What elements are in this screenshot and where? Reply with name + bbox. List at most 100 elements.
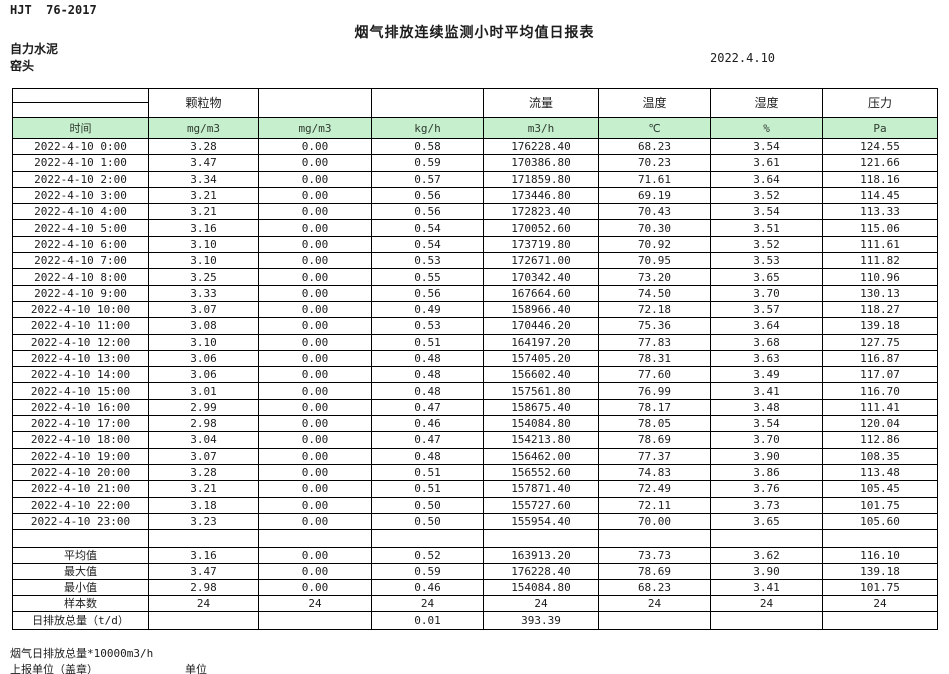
table-row: 2022-4-10 19:00 3.07 0.00 0.48 156462.00 77.3…	[12, 447, 938, 465]
value-cell: 0.51	[371, 463, 484, 482]
value-cell: 3.47	[148, 154, 259, 172]
value-cell: 3.61	[710, 154, 823, 172]
value-cell: 139.18	[822, 317, 938, 335]
value-cell: 74.50	[598, 284, 711, 302]
value-cell: 3.21	[148, 203, 259, 221]
value-cell: 112.86	[822, 431, 938, 449]
unit-percent: %	[710, 117, 823, 139]
time-cell: 2022-4-10 10:00	[12, 300, 149, 319]
value-cell: 70.23	[598, 154, 711, 172]
value-cell: 108.35	[822, 447, 938, 465]
value-cell: 24	[822, 595, 938, 613]
value-cell: 3.54	[710, 203, 823, 221]
value-cell: 3.33	[148, 284, 259, 302]
table-row: 2022-4-10 15:00 3.01 0.00 0.48 157561.80 76.9…	[12, 382, 938, 400]
table-row: 最小值 2.98 0.00 0.46 154084.80 68.23 3.41 101.75	[12, 579, 938, 597]
value-cell: 0.00	[258, 170, 372, 188]
value-cell: 173719.80	[483, 235, 599, 254]
value-cell: 118.27	[822, 300, 938, 319]
time-cell: 2022-4-10 22:00	[12, 496, 149, 514]
value-cell: 24	[258, 595, 372, 613]
flow-total-note: 烟气日排放总量*10000m3/h	[10, 647, 154, 660]
value-cell: 3.01	[148, 382, 259, 400]
value-cell: 158966.40	[483, 300, 599, 319]
value-cell: 124.55	[822, 137, 938, 156]
value-cell: 24	[148, 595, 259, 613]
table-row: 2022-4-10 7:00 3.10 0.00 0.53 172671.00 70.95…	[12, 252, 938, 270]
value-cell: 167664.60	[483, 284, 599, 302]
value-cell: 0.00	[258, 203, 372, 221]
time-cell: 2022-4-10 11:00	[12, 317, 149, 335]
value-cell: 78.69	[598, 431, 711, 449]
value-cell: 116.10	[822, 547, 938, 565]
value-cell: 3.49	[710, 366, 823, 384]
value-cell: 154084.80	[483, 415, 599, 433]
value-cell: 71.61	[598, 170, 711, 188]
value-cell: 3.06	[148, 366, 259, 384]
value-cell: 3.65	[710, 512, 823, 531]
value-cell	[822, 611, 938, 631]
time-cell: 2022-4-10 16:00	[12, 398, 149, 417]
value-cell: 115.06	[822, 219, 938, 237]
time-cell: 2022-4-10 8:00	[12, 268, 149, 286]
value-cell: 163913.20	[483, 547, 599, 565]
value-cell: 3.04	[148, 431, 259, 449]
time-cell: 2022-4-10 6:00	[12, 235, 149, 254]
value-cell: 3.06	[148, 349, 259, 368]
value-cell: 70.00	[598, 512, 711, 531]
page-title: 烟气排放连续监测小时平均值日报表	[354, 25, 595, 41]
value-cell: 0.54	[371, 235, 484, 254]
value-cell: 0.00	[258, 431, 372, 449]
value-cell: 3.63	[710, 349, 823, 368]
value-cell: 0.57	[371, 170, 484, 188]
value-cell: 3.28	[148, 463, 259, 482]
table-row: 2022-4-10 17:00 2.98 0.00 0.46 154084.80 78.0…	[12, 415, 938, 433]
table-row: 2022-4-10 18:00 3.04 0.00 0.47 154213.80 78.6…	[12, 431, 938, 449]
spacer-cell	[483, 529, 599, 549]
value-cell: 3.25	[148, 268, 259, 286]
value-cell: 101.75	[822, 579, 938, 597]
time-cell: 2022-4-10 3:00	[12, 186, 149, 205]
value-cell: 0.00	[258, 300, 372, 319]
value-cell: 3.70	[710, 431, 823, 449]
value-cell: 118.16	[822, 170, 938, 188]
value-cell: 3.68	[710, 333, 823, 351]
value-cell: 0.49	[371, 300, 484, 319]
header-temperature: 温度	[598, 88, 711, 118]
value-cell: 157405.20	[483, 349, 599, 368]
value-cell: 2.99	[148, 398, 259, 417]
value-cell: 72.11	[598, 496, 711, 514]
summary-label-cell: 日排放总量（t/d）	[12, 611, 149, 631]
value-cell: 0.48	[371, 349, 484, 368]
unit-header-row: 时间 mg/m3 mg/m3 kg/h m3/h ℃ % Pa	[12, 117, 938, 139]
table-row: 2022-4-10 9:00 3.33 0.00 0.56 167664.60 74.50…	[12, 284, 938, 302]
header-particulate: 颗粒物	[148, 88, 259, 118]
value-cell: 171859.80	[483, 170, 599, 188]
table-row: 2022-4-10 8:00 3.25 0.00 0.55 170342.40 73.20…	[12, 268, 938, 286]
value-cell: 121.66	[822, 154, 938, 172]
value-cell: 73.20	[598, 268, 711, 286]
value-cell: 156602.40	[483, 366, 599, 384]
value-cell: 154213.80	[483, 431, 599, 449]
table-row: 2022-4-10 2:00 3.34 0.00 0.57 171859.80 71.61…	[12, 170, 938, 188]
value-cell: 156552.60	[483, 463, 599, 482]
value-cell: 3.10	[148, 252, 259, 270]
table-row: 2022-4-10 16:00 2.99 0.00 0.47 158675.40 78.1…	[12, 398, 938, 417]
value-cell: 3.16	[148, 219, 259, 237]
summary-label-cell: 最大值	[12, 563, 149, 581]
header-pressure: 压力	[822, 88, 938, 118]
value-cell: 0.59	[371, 563, 484, 581]
value-cell: 0.47	[371, 398, 484, 417]
value-cell: 3.52	[710, 186, 823, 205]
value-cell: 3.53	[710, 252, 823, 270]
value-cell: 3.64	[710, 317, 823, 335]
value-cell: 72.18	[598, 300, 711, 319]
value-cell: 3.62	[710, 547, 823, 565]
unit-kgh: kg/h	[371, 117, 484, 139]
time-cell: 2022-4-10 20:00	[12, 463, 149, 482]
value-cell: 113.33	[822, 203, 938, 221]
value-cell: 172823.40	[483, 203, 599, 221]
table-row: 2022-4-10 20:00 3.28 0.00 0.51 156552.60 74.8…	[12, 463, 938, 482]
value-cell: 3.34	[148, 170, 259, 188]
value-cell: 78.05	[598, 415, 711, 433]
